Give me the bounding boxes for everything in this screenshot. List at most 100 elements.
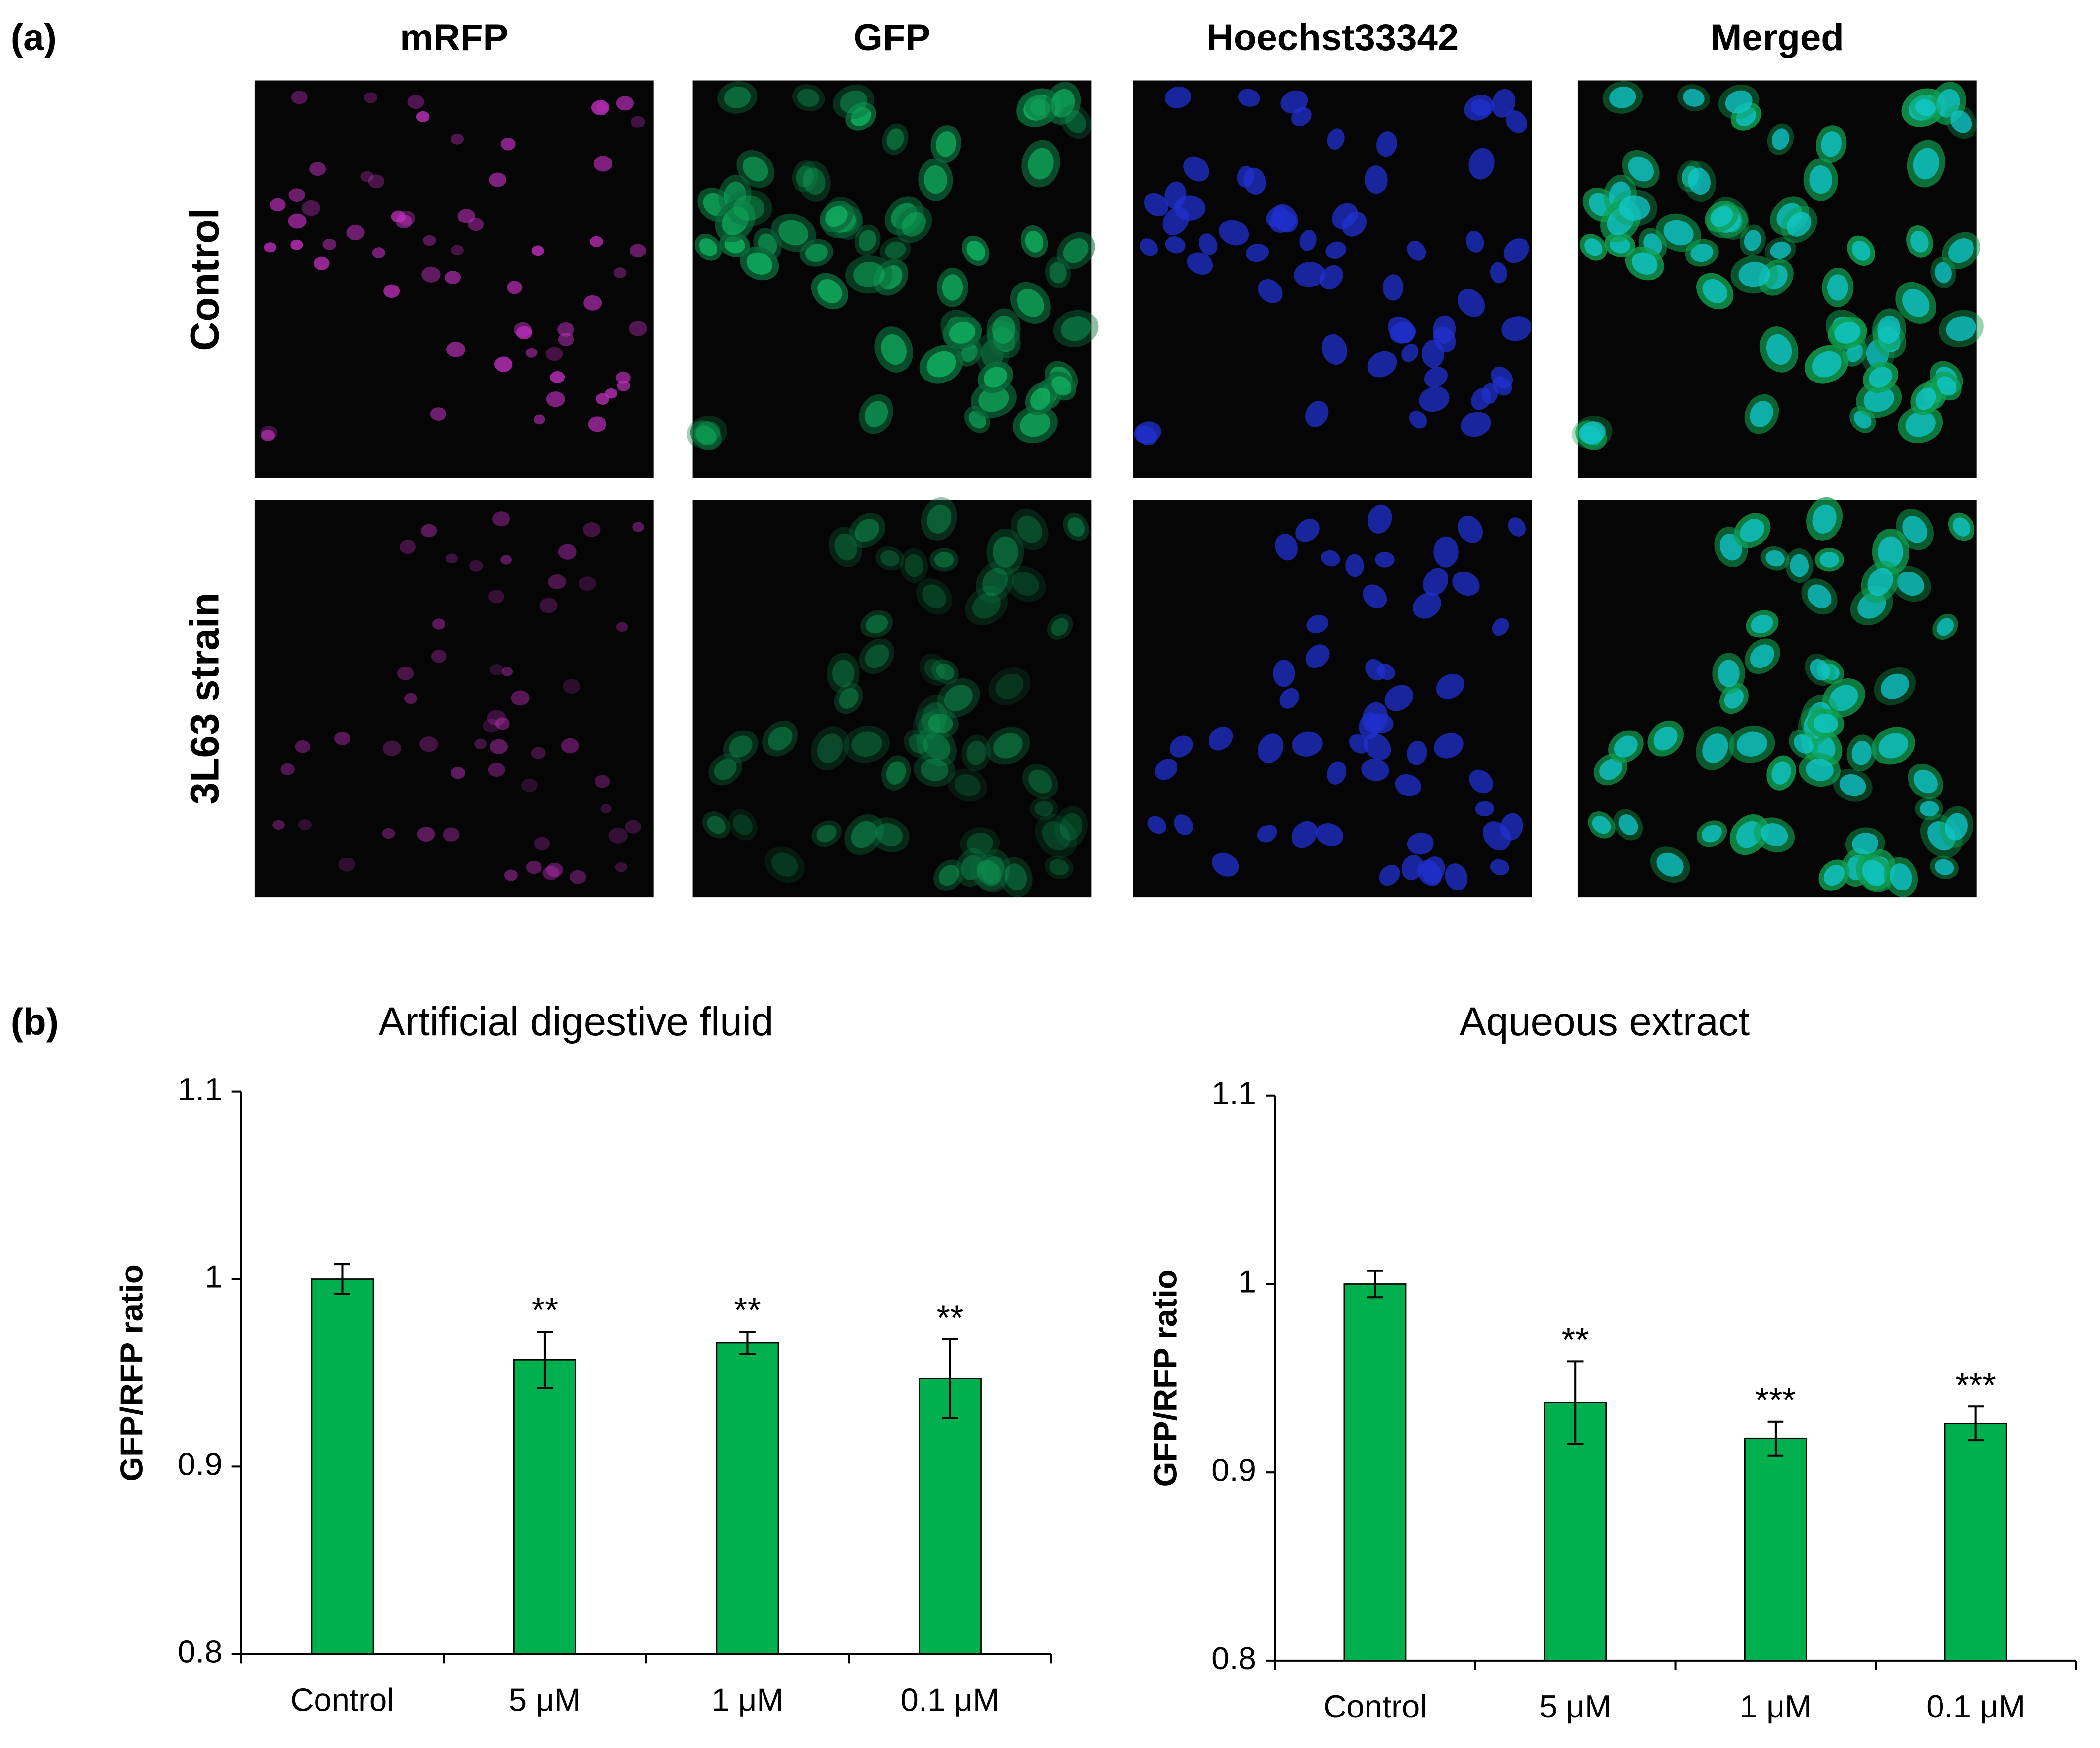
cell (1690, 243, 1714, 262)
cell-body (975, 849, 1011, 891)
cell (558, 333, 574, 346)
cell (1806, 759, 1834, 781)
cell (982, 568, 1008, 596)
cell (1880, 673, 1909, 699)
cell (722, 207, 749, 235)
cell (600, 804, 612, 814)
cell (488, 590, 505, 604)
cell (1851, 740, 1872, 765)
cell (613, 267, 627, 278)
x-tick-label: Control (1323, 1688, 1427, 1724)
cell (886, 761, 906, 785)
cell (1212, 852, 1239, 877)
cell-body (726, 189, 772, 227)
cell (1490, 262, 1507, 284)
cell (714, 759, 737, 780)
y-tick-label: 0.8 (178, 1634, 223, 1670)
cell (922, 702, 947, 733)
cell (885, 241, 906, 259)
cell-body (903, 729, 933, 759)
cell (1945, 813, 1968, 841)
bar (1944, 1423, 2007, 1662)
cell (1458, 515, 1483, 543)
cell (383, 284, 400, 298)
cell (1363, 584, 1387, 609)
significance-label: ** (734, 1291, 761, 1330)
cell (1935, 262, 1952, 284)
cell (1379, 864, 1400, 886)
cell (1902, 515, 1928, 543)
cell (954, 774, 981, 796)
cell-body (1044, 855, 1074, 879)
cell (1417, 860, 1442, 886)
cell (966, 240, 986, 261)
cell (489, 664, 504, 676)
cell (338, 857, 355, 872)
cell (1813, 713, 1838, 733)
cell-body (859, 638, 895, 674)
cell (803, 167, 826, 195)
cell (280, 763, 295, 776)
x-tick-label: 0.1 μM (901, 1682, 1000, 1717)
cell (1738, 262, 1770, 287)
cell (421, 524, 437, 538)
cell (934, 552, 954, 568)
cell-body (960, 827, 1000, 860)
cell (1436, 673, 1464, 699)
cell-body (834, 683, 863, 714)
cell (1592, 816, 1611, 834)
cell (1915, 99, 1936, 116)
cell (550, 371, 565, 383)
cell (1834, 321, 1861, 344)
cell (431, 650, 447, 663)
cell (1065, 110, 1086, 133)
cell (1375, 552, 1395, 568)
cell (796, 165, 814, 188)
cell (1299, 230, 1317, 251)
cell-body (999, 857, 1033, 897)
cell (1950, 110, 1972, 133)
cell (450, 245, 464, 256)
cell (942, 274, 963, 301)
cell (1017, 515, 1042, 543)
cell (1578, 421, 1606, 444)
cell (546, 862, 564, 877)
cell (526, 860, 542, 874)
cell (1461, 412, 1491, 437)
cell (1469, 769, 1493, 794)
cell (1433, 315, 1456, 344)
cell-body (811, 820, 842, 847)
cell (1345, 554, 1364, 577)
bar (716, 1342, 779, 1655)
cell (995, 673, 1024, 699)
cell (1266, 206, 1288, 227)
cell (1663, 220, 1694, 246)
cell (1164, 86, 1192, 108)
cell (548, 574, 566, 590)
cell-body (717, 81, 758, 114)
cell (1025, 230, 1044, 253)
cell (322, 238, 337, 250)
cell (1279, 688, 1299, 709)
cell (733, 814, 753, 835)
cell (1827, 274, 1848, 301)
cell-body (976, 561, 1015, 603)
significance-label: ** (531, 1291, 558, 1330)
cell (1736, 731, 1767, 757)
cell (1401, 344, 1419, 362)
cell (1395, 774, 1421, 796)
cell (615, 862, 627, 872)
cell (927, 504, 952, 534)
cell (1946, 316, 1976, 341)
cell (430, 407, 447, 421)
cell (368, 174, 384, 189)
cell (404, 693, 417, 704)
cell (1790, 554, 1809, 577)
y-tick-label: 1.1 (1211, 1075, 1256, 1111)
cell (1503, 238, 1529, 263)
x-tick-label: 1 μM (1740, 1688, 1812, 1724)
cell (1468, 148, 1495, 180)
cell (1376, 131, 1397, 157)
column-title: GFP (854, 17, 931, 59)
cell (1770, 241, 1791, 259)
